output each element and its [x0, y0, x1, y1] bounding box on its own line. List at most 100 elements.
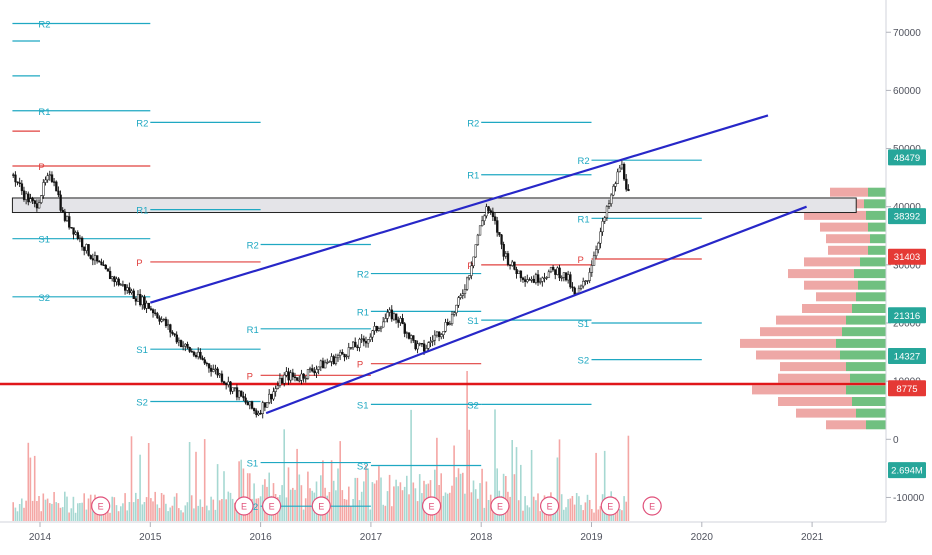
volume-bar — [72, 496, 75, 521]
pivot-label: P — [357, 360, 363, 371]
candle-body — [431, 339, 434, 342]
candle-body — [620, 163, 624, 169]
volume-bar — [113, 497, 116, 521]
volume-profile-up-bar — [842, 327, 886, 337]
volume-bar — [126, 510, 128, 521]
volume-bar — [509, 496, 511, 521]
candle-body — [231, 387, 234, 392]
volume-profile-down-bar — [826, 234, 870, 244]
pivot-label: S1 — [467, 316, 479, 327]
candle-body — [470, 265, 473, 276]
volume-bar — [558, 439, 561, 521]
x-tick-label: 2017 — [360, 532, 383, 543]
candle-body — [599, 231, 602, 244]
volume-bar — [120, 506, 122, 521]
volume-bar — [246, 473, 249, 521]
volume-bar — [111, 496, 113, 521]
candle-body — [556, 267, 559, 275]
volume-bar — [307, 471, 309, 521]
candle-body — [532, 278, 535, 283]
candle-body — [571, 286, 574, 289]
volume-bar — [240, 459, 242, 521]
candle-body — [85, 244, 88, 251]
candle-body — [293, 376, 297, 378]
volume-bar — [173, 496, 176, 521]
candle-body — [569, 274, 572, 288]
volume-bar — [436, 437, 438, 521]
volume-bar — [141, 504, 144, 521]
candle-body — [466, 277, 469, 290]
candle-body — [455, 304, 458, 314]
candle-body — [401, 318, 404, 324]
volume-profile-up-bar — [836, 338, 886, 348]
candle-body — [541, 277, 544, 282]
candle-body — [582, 281, 585, 287]
volume-bar — [46, 498, 49, 521]
pivot-points: R2 R1 P S1 S2 R2 R1 P S1 S2 R2 R1 P S1 S2 R2 R1 P S1 S2 R2 R1… — [12, 20, 702, 513]
candle-body — [330, 356, 333, 362]
volume-bar — [354, 477, 356, 521]
volume-bar — [55, 502, 57, 521]
x-axis-ticks: 2014 2015 2016 2017 2018 2019 2020 2021 — [29, 522, 824, 543]
y-tick-label: 70000 — [893, 28, 921, 39]
candle-body — [270, 393, 273, 400]
volume-profile-up-bar — [852, 304, 886, 313]
volume-bar — [156, 504, 159, 521]
earnings-marker — [539, 496, 560, 516]
candle-body — [438, 331, 441, 338]
candle-body — [235, 387, 239, 398]
candle-body — [78, 237, 82, 240]
candle-body — [448, 323, 452, 325]
earnings-marker-label: E — [649, 502, 655, 512]
volume-bar — [234, 502, 236, 521]
volume-profile-down-bar — [752, 385, 846, 395]
candle-body — [311, 368, 314, 372]
volume-bar — [59, 507, 62, 521]
candle-body — [506, 253, 510, 265]
candle-body — [539, 281, 542, 283]
candle-body — [25, 193, 28, 200]
candle-body — [326, 361, 329, 364]
volume-profile-up-bar — [840, 350, 886, 360]
candle-body — [124, 284, 127, 291]
volume-bar — [375, 480, 378, 521]
x-tick-label: 2019 — [580, 532, 603, 543]
volume-bar — [107, 510, 109, 521]
candle-body — [433, 334, 437, 341]
volume-bar — [573, 504, 576, 521]
volume-bar — [57, 503, 60, 521]
candle-body — [403, 323, 406, 334]
candle-body — [554, 269, 557, 275]
volume-bar — [21, 498, 23, 521]
candle-body — [489, 210, 492, 213]
candle-body — [416, 343, 419, 350]
candle-body — [524, 279, 527, 282]
volume-bar — [371, 482, 374, 521]
earnings-marker-label: E — [607, 502, 613, 512]
volume-bar — [163, 494, 165, 521]
volume-bar — [296, 448, 298, 521]
candle-body — [268, 393, 271, 403]
volume-bar — [391, 506, 393, 521]
candle-body — [513, 261, 516, 270]
volume-profile-down-bar — [740, 338, 836, 348]
volume-bar — [496, 468, 498, 521]
volume-bar — [124, 493, 126, 521]
volume-bar — [548, 511, 550, 521]
candle-body — [590, 265, 594, 273]
volume-bar — [49, 503, 51, 521]
volume-bar — [453, 445, 455, 521]
volume-profile-down-bar — [776, 315, 846, 325]
volume-bar — [195, 451, 197, 521]
price-tag-box — [888, 182, 926, 199]
volume-bar — [210, 496, 212, 521]
earnings-marker — [91, 496, 111, 516]
candle-body — [601, 221, 604, 233]
candle-body — [167, 324, 170, 327]
pivot-label: S2 — [38, 293, 50, 304]
candle-body — [184, 343, 187, 347]
candle-body — [87, 244, 90, 256]
candle-body — [70, 227, 73, 229]
candle-body — [373, 326, 376, 332]
